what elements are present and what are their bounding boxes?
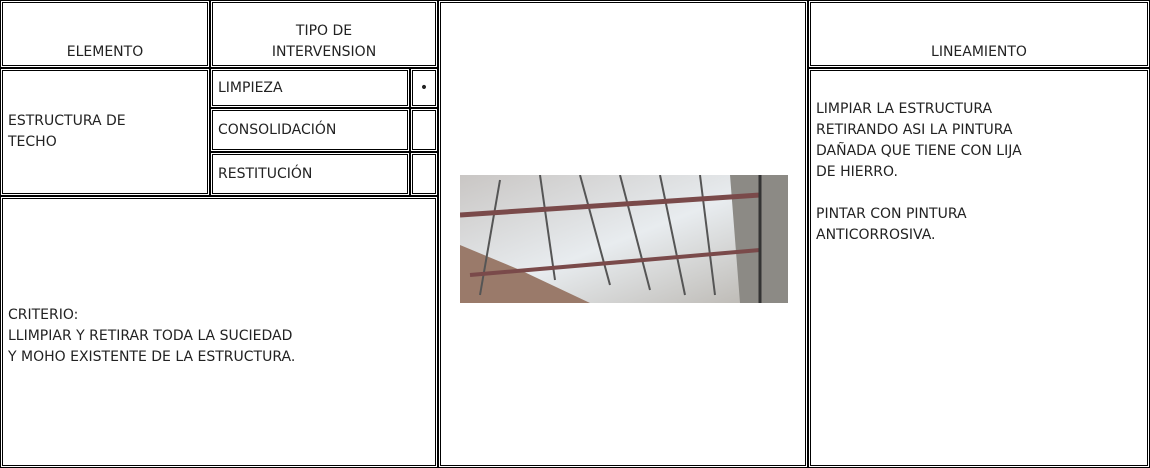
element-text: TECHO <box>8 134 57 150</box>
header-cell: TIPO DE INTERVENSION <box>210 0 438 68</box>
guideline-text: LIMPIAR LA ESTRUCTURA <box>816 101 993 117</box>
mark-cell: • <box>410 68 438 108</box>
guideline-text: RETIRANDO ASI LA PINTURA <box>816 122 1013 138</box>
mark-cell <box>410 152 438 196</box>
mark-cell <box>410 108 438 152</box>
guideline-cell: LIMPIAR LA ESTRUCTURA RETIRANDO ASI LA P… <box>808 68 1150 468</box>
header-text: ELEMENTO <box>66 44 144 60</box>
header-cell: LINEAMIENTO <box>808 0 1150 68</box>
guideline-text: DE HIERRO. <box>816 164 898 180</box>
header-cell: ELEMENTO <box>0 0 210 68</box>
intervention-cell: LIMPIEZA <box>210 68 410 108</box>
element-cell: ESTRUCTURA DE TECHO <box>0 68 210 196</box>
photo <box>460 175 788 303</box>
intervention-mark: • <box>419 79 429 96</box>
criteria-title: CRITERIO: <box>8 306 79 323</box>
intervention-label: CONSOLIDACIÓN <box>218 121 337 138</box>
guideline-text: PINTAR CON PINTURA <box>816 206 967 222</box>
criteria-text: LLIMPIAR Y RETIRAR TODA LA SUCIEDAD <box>8 327 293 344</box>
header-text: LINEAMIENTO <box>931 44 1027 60</box>
guideline-text: DAÑADA QUE TIENE CON LIJA <box>816 143 1022 159</box>
element-text: ESTRUCTURA DE <box>8 113 126 129</box>
header-text: TIPO DE <box>295 23 353 39</box>
intervention-cell: CONSOLIDACIÓN <box>210 108 410 152</box>
photo-cell <box>438 0 808 468</box>
header-text: INTERVENSION <box>271 44 377 60</box>
criteria-cell: CRITERIO: LLIMPIAR Y RETIRAR TODA LA SUC… <box>0 196 438 468</box>
intervention-cell: RESTITUCIÓN <box>210 152 410 196</box>
intervention-label: RESTITUCIÓN <box>218 165 313 182</box>
intervention-label: LIMPIEZA <box>218 79 283 96</box>
criteria-text: Y MOHO EXISTENTE DE LA ESTRUCTURA. <box>8 348 296 365</box>
guideline-text: ANTICORROSIVA. <box>816 227 936 243</box>
